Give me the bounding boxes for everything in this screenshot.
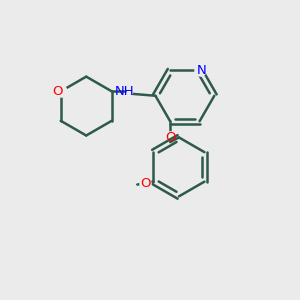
Text: O: O (165, 131, 175, 144)
Text: O: O (52, 85, 63, 98)
Text: O: O (140, 177, 151, 190)
Text: N: N (196, 64, 206, 77)
Text: NH: NH (115, 85, 134, 98)
